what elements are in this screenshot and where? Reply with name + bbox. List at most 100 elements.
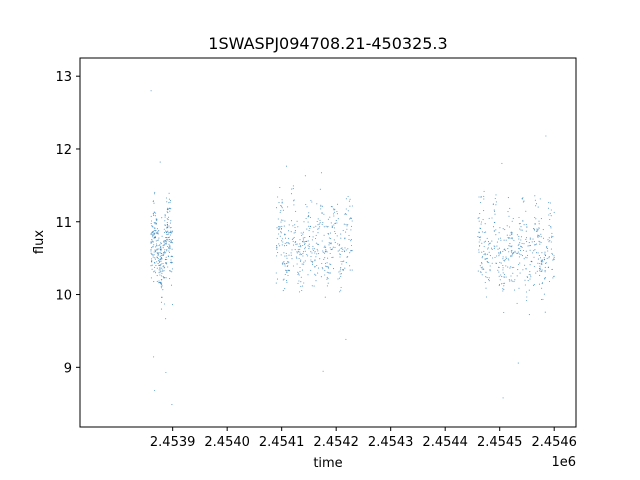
- data-point: [480, 267, 482, 269]
- data-point: [338, 249, 340, 251]
- data-point: [330, 264, 332, 266]
- data-point: [492, 203, 494, 205]
- data-point: [151, 260, 153, 262]
- data-point: [535, 203, 538, 205]
- data-point: [163, 303, 166, 305]
- data-point: [153, 244, 155, 246]
- data-point: [157, 253, 159, 255]
- data-point: [165, 256, 167, 258]
- data-point: [505, 256, 507, 258]
- data-point: [166, 209, 169, 211]
- data-point: [343, 223, 345, 225]
- data-point: [298, 257, 300, 260]
- data-point: [153, 222, 155, 224]
- data-point: [285, 262, 288, 264]
- data-point: [534, 216, 536, 219]
- data-point: [307, 240, 309, 242]
- data-point: [169, 278, 171, 280]
- data-point: [482, 268, 484, 270]
- data-point: [484, 281, 486, 284]
- data-point: [530, 276, 532, 278]
- data-point: [315, 225, 317, 227]
- data-point: [279, 211, 281, 214]
- data-point: [479, 265, 481, 267]
- data-point: [550, 226, 552, 228]
- data-point: [295, 256, 297, 258]
- data-point: [544, 251, 546, 253]
- data-point: [348, 238, 350, 241]
- data-point: [484, 240, 487, 242]
- data-point: [290, 252, 292, 254]
- data-point: [165, 277, 167, 279]
- data-point: [156, 248, 158, 250]
- data-point: [530, 260, 532, 262]
- data-point: [167, 207, 169, 209]
- data-point: [312, 231, 314, 233]
- data-point: [150, 247, 153, 249]
- data-point: [481, 266, 483, 268]
- data-point: [281, 207, 283, 209]
- data-point: [160, 260, 162, 262]
- data-point: [525, 256, 527, 258]
- y-axis-ticks: 9 10 11 12 13: [55, 70, 80, 376]
- data-point: [154, 266, 156, 268]
- data-point: [488, 280, 490, 282]
- data-point: [158, 272, 160, 274]
- data-point: [492, 257, 494, 259]
- data-point: [494, 197, 496, 200]
- data-point: [478, 217, 480, 219]
- data-point: [338, 245, 340, 247]
- data-point: [533, 241, 535, 243]
- data-point: [481, 251, 483, 253]
- data-point: [320, 205, 322, 207]
- data-point: [504, 249, 507, 251]
- data-point: [282, 290, 284, 292]
- data-point: [341, 269, 343, 271]
- data-point: [334, 246, 336, 248]
- data-point: [333, 213, 335, 215]
- data-point: [480, 196, 482, 198]
- data-point: [155, 240, 157, 242]
- data-point: [162, 247, 164, 249]
- y-axis-label: flux: [32, 230, 47, 254]
- data-point: [548, 202, 550, 204]
- data-point: [169, 201, 171, 203]
- data-point: [478, 249, 480, 251]
- data-point: [548, 257, 550, 259]
- data-point: [153, 271, 155, 273]
- data-point: [480, 271, 482, 273]
- data-point: [294, 249, 296, 251]
- data-point: [341, 250, 343, 252]
- data-point: [523, 243, 525, 245]
- data-point: [544, 277, 546, 279]
- data-point: [276, 245, 278, 247]
- data-point: [519, 262, 521, 264]
- data-point: [518, 238, 520, 240]
- data-point: [548, 241, 550, 243]
- data-point: [527, 245, 529, 247]
- data-point: [307, 274, 309, 276]
- data-point: [478, 251, 480, 253]
- data-point: [488, 277, 490, 279]
- data-point: [302, 251, 305, 253]
- data-point: [485, 254, 487, 256]
- data-point: [502, 228, 504, 230]
- data-point: [162, 265, 164, 267]
- data-point: [154, 191, 156, 193]
- data-point: [304, 240, 306, 243]
- data-point: [305, 203, 307, 206]
- data-point: [158, 237, 160, 239]
- data-point: [160, 271, 162, 273]
- x-axis-ticks: 2.4539 2.4540 2.4541 2.4542 2.4543 2.4544 2.45…: [150, 427, 577, 450]
- data-point: [276, 248, 278, 250]
- data-point: [169, 245, 171, 247]
- data-point: [151, 240, 153, 242]
- data-point: [547, 250, 549, 252]
- data-point: [542, 237, 545, 239]
- data-point: [286, 242, 288, 244]
- data-point: [478, 236, 480, 238]
- data-point: [167, 208, 170, 210]
- data-point: [158, 248, 160, 250]
- data-point: [491, 262, 493, 264]
